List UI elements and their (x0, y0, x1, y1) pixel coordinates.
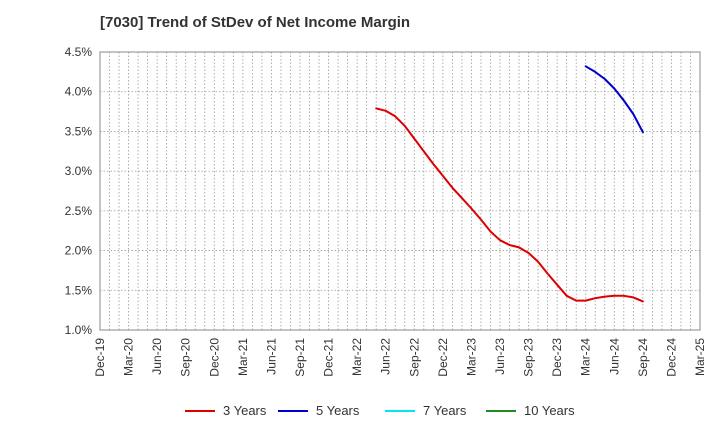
y-tick-label: 4.0% (65, 85, 93, 99)
x-tick-label: Dec-22 (436, 338, 450, 377)
x-tick-label: Jun-20 (150, 338, 164, 375)
x-tick-label: Sep-21 (293, 338, 307, 377)
legend-label-1: 5 Years (316, 403, 360, 418)
chart-title: [7030] Trend of StDev of Net Income Marg… (100, 14, 411, 31)
y-tick-label: 3.0% (65, 164, 93, 178)
x-tick-label: Dec-19 (93, 338, 107, 377)
x-tick-label: Dec-21 (322, 338, 336, 377)
y-tick-label: 1.5% (65, 283, 93, 297)
x-tick-label: Mar-25 (693, 338, 707, 376)
y-tick-label: 4.5% (65, 45, 93, 59)
x-tick-label: Dec-23 (550, 338, 564, 377)
y-tick-label: 2.0% (65, 244, 93, 258)
x-tick-label: Mar-24 (579, 338, 593, 376)
x-tick-label: Mar-20 (122, 338, 136, 376)
x-tick-label: Mar-21 (236, 338, 250, 376)
x-tick-label: Jun-24 (607, 338, 621, 375)
x-tick-label: Dec-20 (207, 338, 221, 377)
y-tick-label: 1.0% (65, 323, 93, 337)
y-tick-label: 3.5% (65, 124, 93, 138)
x-tick-label: Jun-21 (264, 338, 278, 375)
x-tick-label: Mar-23 (464, 338, 478, 376)
legend-label-3: 10 Years (524, 403, 575, 418)
legend-label-0: 3 Years (223, 403, 267, 418)
x-tick-label: Sep-20 (179, 338, 193, 377)
x-tick-label: Jun-22 (379, 338, 393, 375)
y-tick-label: 2.5% (65, 204, 93, 218)
x-tick-label: Mar-22 (350, 338, 364, 376)
x-tick-label: Sep-22 (407, 338, 421, 377)
x-tick-label: Jun-23 (493, 338, 507, 375)
series-line-1 (584, 65, 644, 134)
x-tick-label: Dec-24 (664, 338, 678, 377)
series-line-0 (375, 107, 644, 303)
plot-frame (99, 51, 701, 331)
x-tick-label: Sep-23 (522, 338, 536, 377)
x-tick-label: Sep-24 (636, 338, 650, 377)
plot-area (100, 52, 700, 330)
legend-label-2: 7 Years (423, 403, 467, 418)
